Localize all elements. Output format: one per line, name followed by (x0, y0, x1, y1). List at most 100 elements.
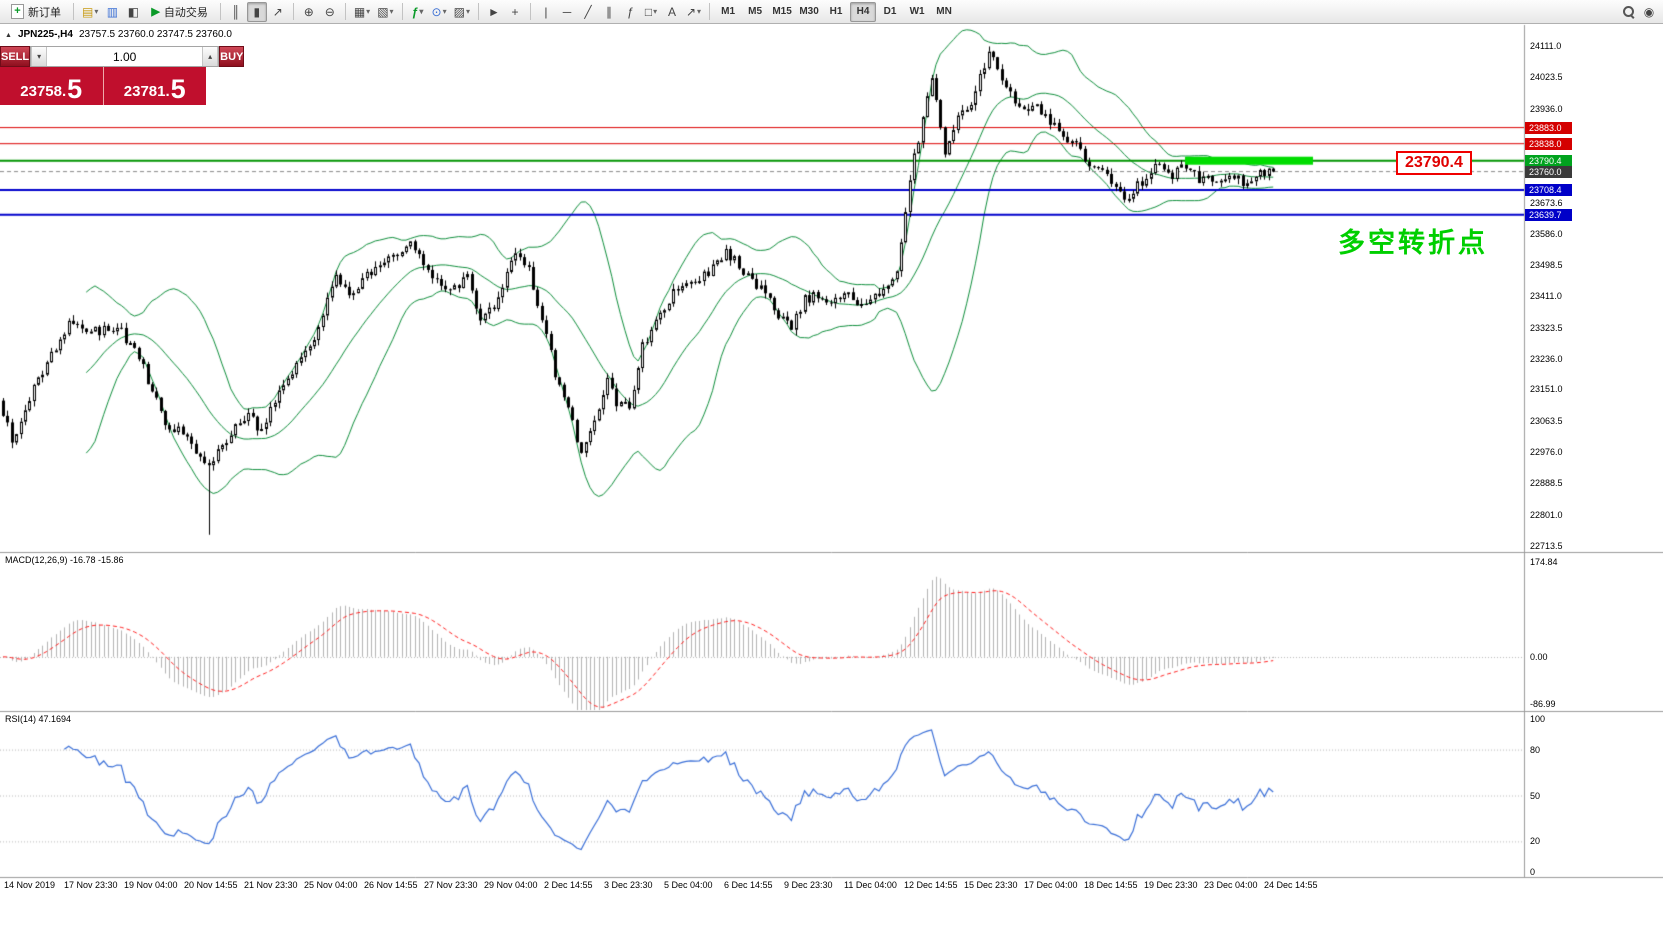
volume-decrease-button[interactable]: ▾ (31, 47, 48, 66)
timeframe-mn-button[interactable]: MN (931, 2, 957, 22)
trade-panel-controls: SELL ▾ ▴ BUY (0, 46, 245, 67)
bar-chart-icon: ║ (231, 4, 241, 19)
profiles-icon: ▤ (82, 4, 94, 19)
template-icon: ▨ (453, 4, 465, 19)
channel-button[interactable]: ∥ (599, 2, 619, 22)
profiles-button[interactable]: ▤ ▾ (79, 2, 101, 22)
autotrading-button[interactable]: ▶ 自动交易 (144, 2, 214, 22)
timeframe-h4-button[interactable]: H4 (850, 1, 877, 22)
chevron-down-icon: ▾ (94, 7, 99, 16)
zoom-out-icon: ⊖ (324, 4, 335, 19)
timeframe-m1-button[interactable]: M1 (715, 2, 741, 22)
periods-icon: ⊙ (431, 4, 442, 19)
sell-price-main: 23758. (20, 83, 67, 100)
line-chart-icon: ↗ (272, 4, 283, 19)
vertical-line-button[interactable]: | (536, 2, 556, 22)
crosshair-button[interactable]: + (505, 2, 525, 22)
new-chart-button[interactable]: ▦ ▾ (351, 2, 373, 22)
trendline-button[interactable]: ╱ (578, 2, 598, 22)
horizontal-line-icon: ─ (562, 4, 572, 19)
community-button[interactable]: ◉ (1639, 2, 1659, 22)
text-icon: A (667, 4, 676, 19)
timeframe-toolbar: M1 M5 M15 M30 H1 H4 D1 W1 MN (715, 1, 957, 22)
new-chart-icon: ▦ (353, 4, 366, 19)
zoom-in-icon: ⊕ (303, 4, 314, 19)
periods-button[interactable]: ⊙ ▾ (429, 2, 450, 22)
search-icon (1622, 5, 1635, 18)
toolbar-separator (709, 3, 711, 20)
trendline-icon: ╱ (584, 4, 592, 19)
indicators-button[interactable]: ƒ ▾ (408, 2, 428, 22)
chevron-down-icon: ▾ (465, 7, 470, 16)
new-order-button[interactable]: + 新订单 (4, 2, 68, 22)
bar-chart-button[interactable]: ║ (226, 2, 246, 22)
navigator-icon: ◧ (127, 4, 140, 19)
timeframe-w1-button[interactable]: W1 (904, 2, 930, 22)
navigator-button[interactable]: ◧ (123, 2, 143, 22)
chart-profile-button[interactable]: ▧ ▾ (374, 2, 396, 22)
main-toolbar: + 新订单 ▤ ▾ ▥ ◧ ▶ 自动交易 ║ ▮ ↗ ⊕ ⊖ ▦ ▾ ▧ ▾ ƒ ▾ ⊙… (0, 0, 1663, 24)
search-button[interactable] (1618, 2, 1638, 22)
new-order-label: 新订单 (28, 6, 61, 19)
toolbar-separator (344, 3, 346, 20)
buy-price-big-digit: 5 (170, 74, 186, 104)
buy-button[interactable]: BUY (219, 46, 245, 67)
chevron-down-icon: ▾ (419, 7, 424, 16)
timeframe-d1-button[interactable]: D1 (877, 2, 903, 22)
toolbar-separator (401, 3, 403, 20)
indicators-icon: ƒ (411, 4, 419, 19)
zoom-in-button[interactable]: ⊕ (299, 2, 319, 22)
autotrading-label: 自动交易 (163, 6, 208, 19)
chevron-down-icon: ▾ (653, 7, 658, 16)
sell-price[interactable]: 23758. 5 (0, 67, 103, 105)
autotrading-play-icon: ▶ (151, 6, 160, 18)
chart-profile-icon: ▧ (377, 4, 389, 19)
fibonacci-icon: ƒ (626, 4, 634, 19)
zoom-out-button[interactable]: ⊖ (320, 2, 340, 22)
timeframe-m5-button[interactable]: M5 (742, 2, 768, 22)
toolbar-separator (292, 3, 294, 20)
new-order-icon: + (11, 4, 24, 19)
arrows-button[interactable]: ↗ ▾ (683, 2, 704, 22)
toolbar-separator (477, 3, 479, 20)
market-watch-button[interactable]: ▥ (102, 2, 122, 22)
volume-input[interactable] (47, 47, 203, 66)
cursor-icon: ► (488, 4, 500, 19)
channel-icon: ∥ (605, 4, 612, 19)
sell-button[interactable]: SELL (0, 46, 31, 67)
toolbar-separator (73, 3, 74, 20)
chevron-down-icon: ▾ (389, 7, 394, 16)
template-button[interactable]: ▨ ▾ (451, 2, 473, 22)
market-watch-icon: ▥ (106, 4, 119, 19)
cursor-button[interactable]: ► (484, 2, 504, 22)
toolbar-separator (529, 3, 531, 20)
fibonacci-button[interactable]: ƒ (620, 2, 640, 22)
shapes-button[interactable]: □ ▾ (641, 2, 661, 22)
volume-control: ▾ ▴ (30, 46, 220, 67)
chevron-down-icon: ▾ (366, 7, 371, 16)
timeframe-m15-button[interactable]: M15 (769, 2, 795, 22)
text-button[interactable]: A (662, 2, 682, 22)
chevron-down-icon: ▾ (442, 7, 447, 16)
chevron-down-icon: ▾ (697, 7, 702, 16)
toolbar-separator (219, 3, 221, 20)
buy-price-main: 23781. (123, 83, 170, 100)
horizontal-line-button[interactable]: ─ (557, 2, 577, 22)
candlestick-chart-button[interactable]: ▮ (246, 1, 267, 22)
trade-panel-divider (102, 67, 104, 105)
line-chart-button[interactable]: ↗ (268, 2, 288, 22)
volume-increase-button[interactable]: ▴ (202, 47, 219, 66)
vertical-line-icon: | (544, 4, 548, 19)
one-click-trading-panel: SELL ▾ ▴ BUY 23758. 5 23781. 5 (0, 46, 245, 105)
trade-panel-prices: 23758. 5 23781. 5 (0, 67, 206, 105)
community-icon: ◉ (1643, 4, 1655, 19)
timeframe-m30-button[interactable]: M30 (796, 2, 822, 22)
candlestick-icon: ▮ (253, 4, 261, 19)
sell-price-big-digit: 5 (67, 74, 83, 104)
shapes-icon: □ (644, 4, 653, 19)
buy-price[interactable]: 23781. 5 (104, 67, 207, 105)
crosshair-icon: + (511, 4, 519, 19)
timeframe-h1-button[interactable]: H1 (823, 2, 849, 22)
